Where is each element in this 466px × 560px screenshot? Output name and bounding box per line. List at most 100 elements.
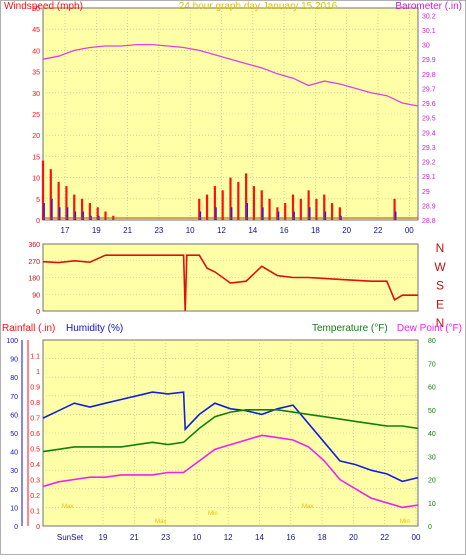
wind-tick-label: 30 [32,91,40,98]
humidity-axis-label: Humidity (%) [66,323,123,334]
temperature-series-line [42,408,419,453]
wind-x-tick-label: 17 [61,226,70,235]
wind-tick-label: 45 [32,27,40,34]
direction-tick-label: 90 [32,292,40,299]
direction-tick-label: 270 [28,259,40,266]
temperature-axis-label: Temperature (°F) [312,323,388,334]
rainfall-tick-label: 1 [36,369,40,376]
humidity-tick-label: 100 [6,338,18,345]
wind-x-tick-label: 23 [154,226,163,235]
rainfall-tick-label: 0.3 [30,478,40,485]
temperature-x-tick-label: 21 [130,533,139,542]
barometer-tick-label: 28.8 [422,218,436,225]
barometer-tick-label: 29.6 [422,101,436,108]
humidity-series-line [42,391,419,483]
rainfall-tick-label: 0.2 [30,493,40,500]
humidity-tick-label: 60 [10,412,18,419]
barometer-tick-label: 29.8 [422,72,436,79]
temperature-x-tick-label: 00 [412,533,421,542]
rainfall-axis-label: Rainfall (.in) [2,323,55,334]
humidity-tick-label: 20 [10,487,18,494]
rainfall-tick-label: 1.1 [30,354,40,361]
dewpoint-series-line [42,434,419,509]
barometer-tick-label: 30.1 [422,28,436,35]
rainfall-tick-label: 0.5 [30,447,40,454]
rainfall-tick-label: 0.7 [30,416,40,423]
compass-label: N [436,316,445,330]
direction-tick-label: 0 [36,309,40,316]
humidity-tick-label: 40 [10,450,18,457]
temperature-x-tick-label: 14 [255,533,264,542]
barometer-tick-label: 29.1 [422,174,436,181]
barometer-tick-label: 29.4 [422,130,436,137]
barometer-series-line [42,43,419,107]
barometer-tick-label: 29.3 [422,145,436,152]
extreme-marker-label: Max [155,519,166,525]
wind-tick-label: 20 [32,133,40,140]
wind-tick-label: 15 [32,154,40,161]
dewpoint-axis-label: Dew Point (°F) [397,323,462,334]
humidity-tick-label: 50 [10,431,18,438]
temperature-x-tick-label: 18 [318,533,327,542]
barometer-tick-label: 29 [422,189,430,196]
rainfall-tick-label: 0.4 [30,462,40,469]
compass-label: S [436,279,444,293]
barometer-tick-label: 29.7 [422,86,436,93]
temperature-tick-label: 40 [428,431,436,438]
direction-tick-label: 180 [28,276,40,283]
temperature-tick-label: 70 [428,361,436,368]
barometer-tick-label: 30 [422,43,430,50]
wind-x-tick-label: 18 [311,226,320,235]
compass-label: N [436,241,445,255]
temperature-x-tick-label: 12 [224,533,233,542]
temperature-tick-label: 80 [428,338,436,345]
direction-tick-label: 360 [28,242,40,249]
humidity-tick-label: 10 [10,505,18,512]
extreme-marker-label: Max [302,504,313,510]
temperature-x-tick-label: 10 [192,533,201,542]
compass-label: E [436,297,444,311]
temperature-tick-label: 60 [428,385,436,392]
rainfall-tick-label: 0.1 [30,509,40,516]
temperature-x-tick-label: 20 [349,533,358,542]
humidity-tick-label: 0 [14,524,18,531]
wind-tick-label: 35 [32,70,40,77]
wind-direction-line [42,254,418,312]
extreme-marker-label: Min [208,511,218,517]
rainfall-tick-label: 0.9 [30,385,40,392]
wind-x-tick-label: 00 [405,226,414,235]
barometer-axis-label: Barometer (.in) [395,1,462,12]
wind-tick-label: 25 [32,112,40,119]
humidity-tick-label: 90 [10,357,18,364]
rainfall-tick-label: 0.8 [30,400,40,407]
temperature-tick-label: 20 [428,478,436,485]
graph-title: 24 hour graph day January 15 2016 [179,1,338,12]
wind-x-tick-label: 16 [280,226,289,235]
wind-x-tick-label: 14 [248,226,257,235]
sunset-label: SunSet [57,533,84,542]
wind-x-tick-label: 10 [186,226,195,235]
temperature-tick-label: 50 [428,408,436,415]
wind-x-tick-label: 12 [217,226,226,235]
barometer-tick-label: 30.2 [422,13,436,20]
temperature-tick-label: 0 [428,524,432,531]
wind-tick-label: 5 [36,197,40,204]
rainfall-tick-label: 0.6 [30,431,40,438]
wind-tick-label: 10 [32,176,40,183]
barometer-tick-label: 28.9 [422,203,436,210]
wind-tick-label: 40 [32,48,40,55]
windspeed-axis-label: Windspeed (mph) [4,1,83,12]
barometer-tick-label: 29.9 [422,57,436,64]
wind-tick-label: 50 [32,6,40,13]
wind-x-tick-label: 20 [342,226,351,235]
barometer-tick-label: 29.2 [422,160,436,167]
temperature-tick-label: 30 [428,454,436,461]
extreme-marker-label: Max [62,504,73,510]
humidity-tick-label: 30 [10,468,18,475]
temperature-x-tick-label: 23 [161,533,170,542]
compass-label: W [434,260,446,274]
temperature-x-tick-label: 19 [99,533,108,542]
wind-x-tick-label: 19 [92,226,101,235]
